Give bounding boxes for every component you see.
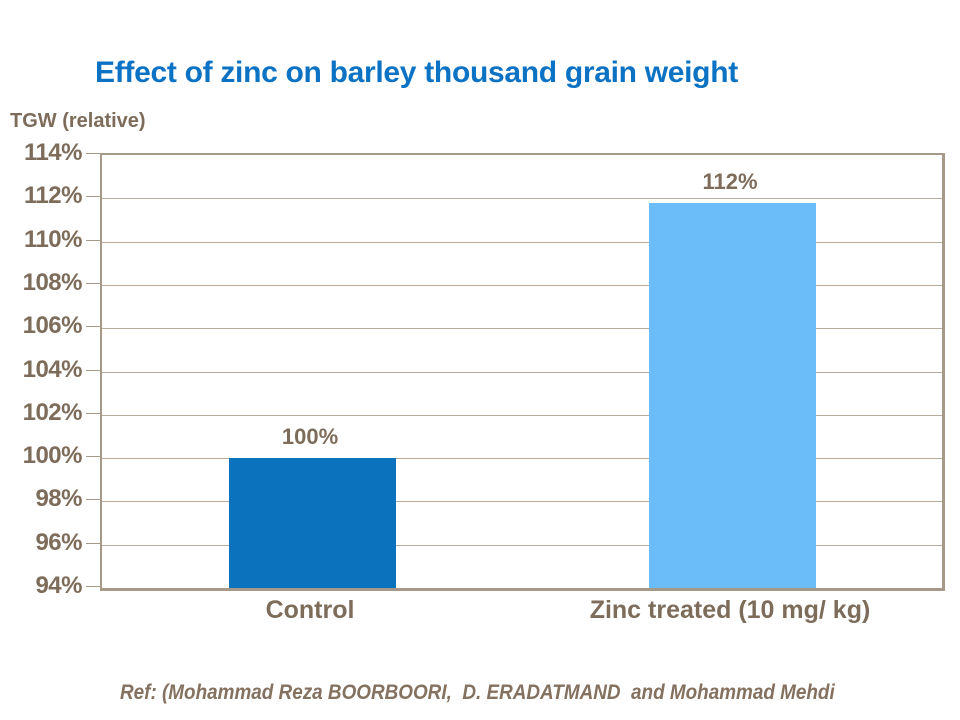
y-axis-tick-label: 112% — [23, 182, 83, 210]
chart-title: Effect of zinc on barley thousand grain … — [95, 56, 738, 89]
y-axis-tick-mark — [86, 369, 100, 371]
bar-value-label: 112% — [702, 168, 758, 194]
bar-control — [228, 458, 396, 588]
y-axis-tick-label: 100% — [22, 442, 83, 470]
y-axis-tick-label: 110% — [23, 225, 83, 253]
y-axis-tick-mark — [86, 456, 100, 458]
bar-value-label: 100% — [281, 424, 339, 450]
reference-text: Ref: (Mohammad Reza BOORBOORI, D. ERADAT… — [120, 681, 835, 704]
gridline — [102, 198, 942, 200]
gridline — [102, 241, 942, 243]
y-axis-tick-mark — [86, 586, 100, 587]
y-axis-tick-label: 98% — [35, 485, 82, 513]
bar-zinc-treated-10-mg-kg — [648, 202, 816, 588]
y-axis-tick-mark — [86, 412, 100, 414]
gridline — [102, 544, 942, 546]
y-axis-tick-label: 104% — [22, 355, 83, 383]
y-axis-tick-label: 102% — [22, 398, 83, 426]
y-axis-tick-mark — [86, 326, 100, 328]
y-axis-tick-mark — [86, 282, 100, 284]
gridline — [102, 501, 942, 503]
y-axis-tick-mark — [86, 542, 100, 544]
gridline — [102, 458, 942, 460]
gridline — [102, 284, 942, 286]
y-axis-tick-label: 94% — [35, 572, 82, 599]
y-axis-tick-mark — [86, 196, 100, 198]
y-axis-tick-label: 96% — [35, 528, 82, 556]
gridline — [102, 371, 942, 373]
x-axis-tick-label: Zinc treated (10 mg/ kg) — [589, 596, 871, 624]
y-axis-title: TGW (relative) — [10, 110, 146, 132]
gridline — [102, 414, 942, 416]
y-axis-tick-mark — [86, 239, 100, 241]
y-axis-tick-label: 106% — [22, 312, 83, 340]
y-axis-tick-label: 114% — [23, 139, 83, 166]
y-axis-tick-label: 108% — [22, 268, 83, 296]
plot-area — [100, 153, 945, 591]
y-axis-tick-mark — [86, 153, 100, 154]
y-axis-tick-mark — [86, 499, 100, 501]
x-axis-tick-label: Control — [265, 596, 355, 624]
gridline — [102, 328, 942, 330]
